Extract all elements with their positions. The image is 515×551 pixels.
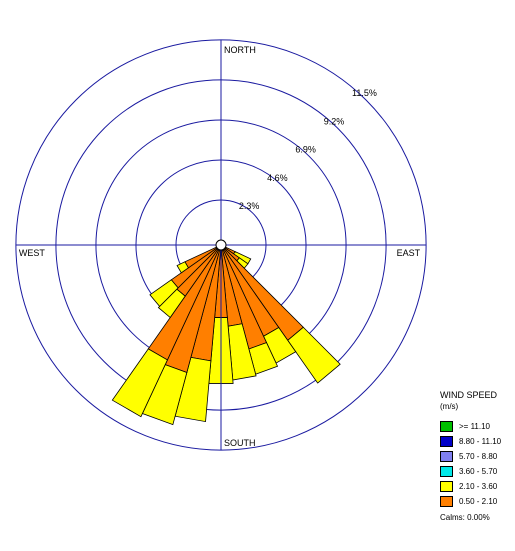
direction-label-west: WEST [19, 248, 46, 258]
center-hub [215, 239, 227, 251]
petal-group [111, 246, 341, 426]
ring-label-2: 4.6% [267, 173, 288, 183]
legend-title: WIND SPEED [440, 390, 498, 400]
legend-label: 5.70 - 8.80 [459, 451, 498, 461]
petal-140-yellow [287, 326, 341, 384]
direction-label-group: NORTH EAST SOUTH WEST [19, 45, 421, 448]
legend-label: >= 11.10 [459, 421, 490, 431]
direction-label-north: NORTH [224, 45, 256, 55]
legend: WIND SPEED (m/s) >= 11.10 8.80 - 11.10 5.7… [440, 390, 515, 522]
ring-label-4: 9.2% [324, 116, 345, 126]
ring-label-3: 6.9% [295, 145, 316, 155]
legend-entry: >= 11.10 [440, 419, 515, 433]
legend-swatch [440, 450, 453, 462]
petal-230-yellow [149, 279, 179, 307]
ring-label-1: 2.3% [239, 201, 260, 211]
axis-group [15, 39, 427, 451]
legend-label: 3.60 - 5.70 [459, 466, 498, 476]
legend-entry: 2.10 - 3.60 [440, 479, 515, 493]
legend-label: 2.10 - 3.60 [459, 481, 498, 491]
petal-240-yellow [176, 261, 189, 274]
direction-label-east: EAST [397, 248, 421, 258]
legend-entry: 5.70 - 8.80 [440, 449, 515, 463]
legend-label: 8.80 - 11.10 [459, 436, 502, 446]
legend-entry: 0.50 - 2.10 [440, 494, 515, 508]
direction-label-south: SOUTH [224, 438, 256, 448]
legend-units: (m/s) [440, 402, 459, 411]
calms-label: Calms: 0.00% [440, 513, 490, 522]
legend-swatch [440, 435, 453, 447]
legend-entries: >= 11.10 8.80 - 11.10 5.70 - 8.80 3.60 - 5.… [440, 419, 515, 508]
legend-swatch [440, 480, 453, 492]
legend-swatch [440, 495, 453, 507]
legend-entry: 3.60 - 5.70 [440, 464, 515, 478]
legend-swatch [440, 465, 453, 477]
petal-210-yellow [111, 348, 168, 418]
petal-220-yellow [157, 288, 186, 319]
ring-label-5: 11.5% [352, 88, 377, 98]
legend-entry: 8.80 - 11.10 [440, 434, 515, 448]
legend-swatch [440, 420, 453, 432]
legend-label: 0.50 - 2.10 [459, 496, 498, 506]
ring-label-group: 2.3% 4.6% 6.9% 9.2% 11.5% [239, 88, 377, 211]
